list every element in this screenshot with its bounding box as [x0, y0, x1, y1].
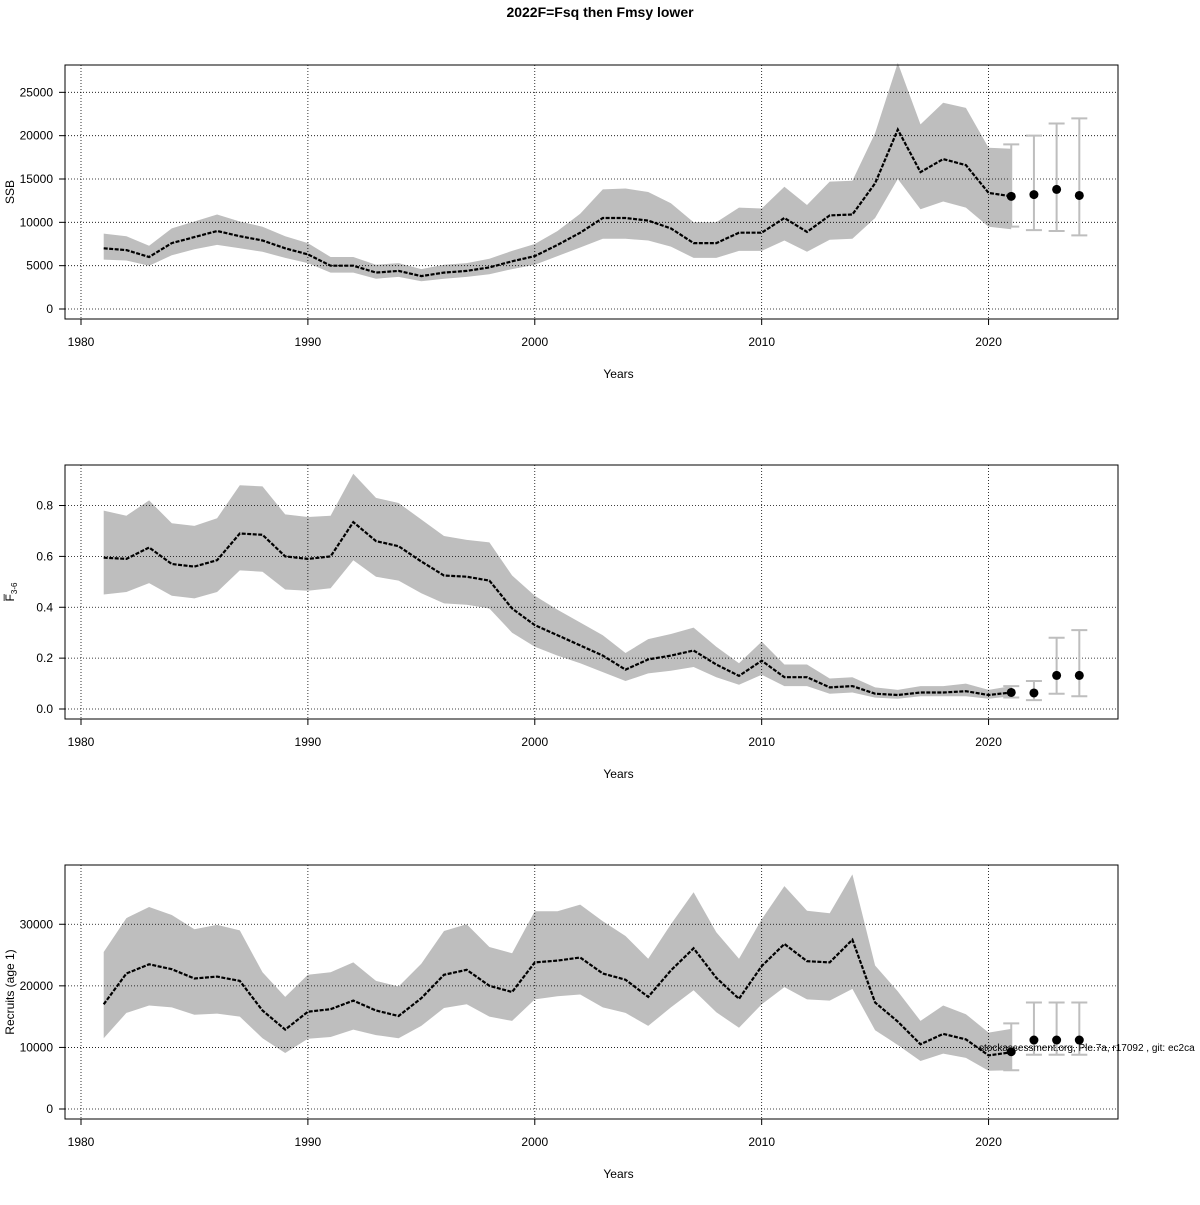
x-axis-label: Years [603, 1167, 633, 1181]
y-tick-label: 20000 [20, 129, 54, 143]
panel-1: 1980 1990 2000 2010 2020 0 5000 10000 15000 20000… [3, 62, 1119, 381]
forecast-point [1006, 687, 1016, 697]
y-tick-label: 0.2 [36, 651, 53, 665]
y-tick-label: 15000 [20, 172, 54, 186]
confidence-band [103, 874, 1012, 1071]
y-tick-label: 0 [46, 302, 53, 316]
x-axis-label: Years [603, 767, 633, 781]
y-tick-label: 20000 [20, 979, 54, 993]
panel-3: 1980 1990 2000 2010 2020 0 10000 20000 30000 Year… [3, 864, 1119, 1181]
confidence-band [103, 473, 1012, 699]
x-tick-label: 1990 [295, 735, 322, 749]
x-tick-label: 1980 [68, 335, 95, 349]
estimate-line [103, 520, 1012, 697]
forecast-point [1006, 1047, 1016, 1057]
y-tick-label: 10000 [20, 215, 54, 229]
x-tick-label: 1980 [68, 1135, 95, 1149]
x-tick-label: 2000 [521, 335, 548, 349]
forecast-point [1052, 184, 1062, 194]
y-tick-label: 0.0 [36, 702, 53, 716]
x-tick-label: 1980 [68, 735, 95, 749]
x-tick-label: 2020 [975, 1135, 1002, 1149]
y-axis-label: Recruits (age 1) [3, 949, 17, 1034]
x-tick-label: 2010 [748, 735, 775, 749]
y-tick-label: 0.6 [36, 549, 53, 563]
forecast-point [1029, 190, 1039, 200]
plot-frame [64, 864, 1119, 1120]
estimate-line [103, 127, 1012, 278]
panels: 1980 1990 2000 2010 202005000100001500020000… [3, 62, 1119, 1181]
x-tick-label: 1990 [295, 335, 322, 349]
x-tick-label: 2000 [521, 1135, 548, 1149]
y-axis-label: F̅3-6 [3, 582, 19, 601]
forecast-point [1029, 688, 1039, 698]
y-tick-label: 25000 [20, 85, 54, 99]
x-tick-label: 2000 [521, 735, 548, 749]
y-axis-label-subscript: 3-6 [10, 582, 19, 594]
forecast-point [1074, 190, 1084, 200]
estimate-line [102, 937, 1012, 1057]
watermark-text: stockassessment.org, Ple.7a, r17092 , gi… [979, 1043, 1195, 1054]
forecast-point [1074, 1035, 1084, 1045]
y-tick-label: 0 [46, 1102, 53, 1116]
x-tick-label: 2010 [748, 335, 775, 349]
y-tick-label: 0.4 [36, 600, 53, 614]
y-tick-label: 10000 [20, 1040, 54, 1054]
forecast-point [1074, 670, 1084, 680]
y-tick-label: 0.8 [36, 499, 53, 513]
x-tick-label: 2010 [748, 1135, 775, 1149]
forecast-point [1052, 1035, 1062, 1045]
forecast-point [1006, 191, 1016, 201]
y-tick-label: 5000 [26, 259, 53, 273]
plot-frame [64, 64, 1119, 320]
chart-title: 2022F=Fsq then Fmsy lower [506, 4, 694, 20]
x-axis-label: Years [603, 367, 633, 381]
forecast-point [1029, 1035, 1039, 1045]
plot-frame [64, 464, 1119, 720]
forecast-point [1052, 670, 1062, 680]
x-tick-label: 2020 [975, 735, 1002, 749]
confidence-band [103, 62, 1012, 282]
y-axis-label: SSB [3, 180, 17, 204]
panel-2: 1980 1990 2000 2010 2020 0.0 0.2 0.4 0.6 0.8 Years… [3, 464, 1119, 781]
x-tick-label: 1990 [295, 1135, 322, 1149]
x-tick-label: 2020 [975, 335, 1002, 349]
y-tick-label: 30000 [20, 917, 54, 931]
